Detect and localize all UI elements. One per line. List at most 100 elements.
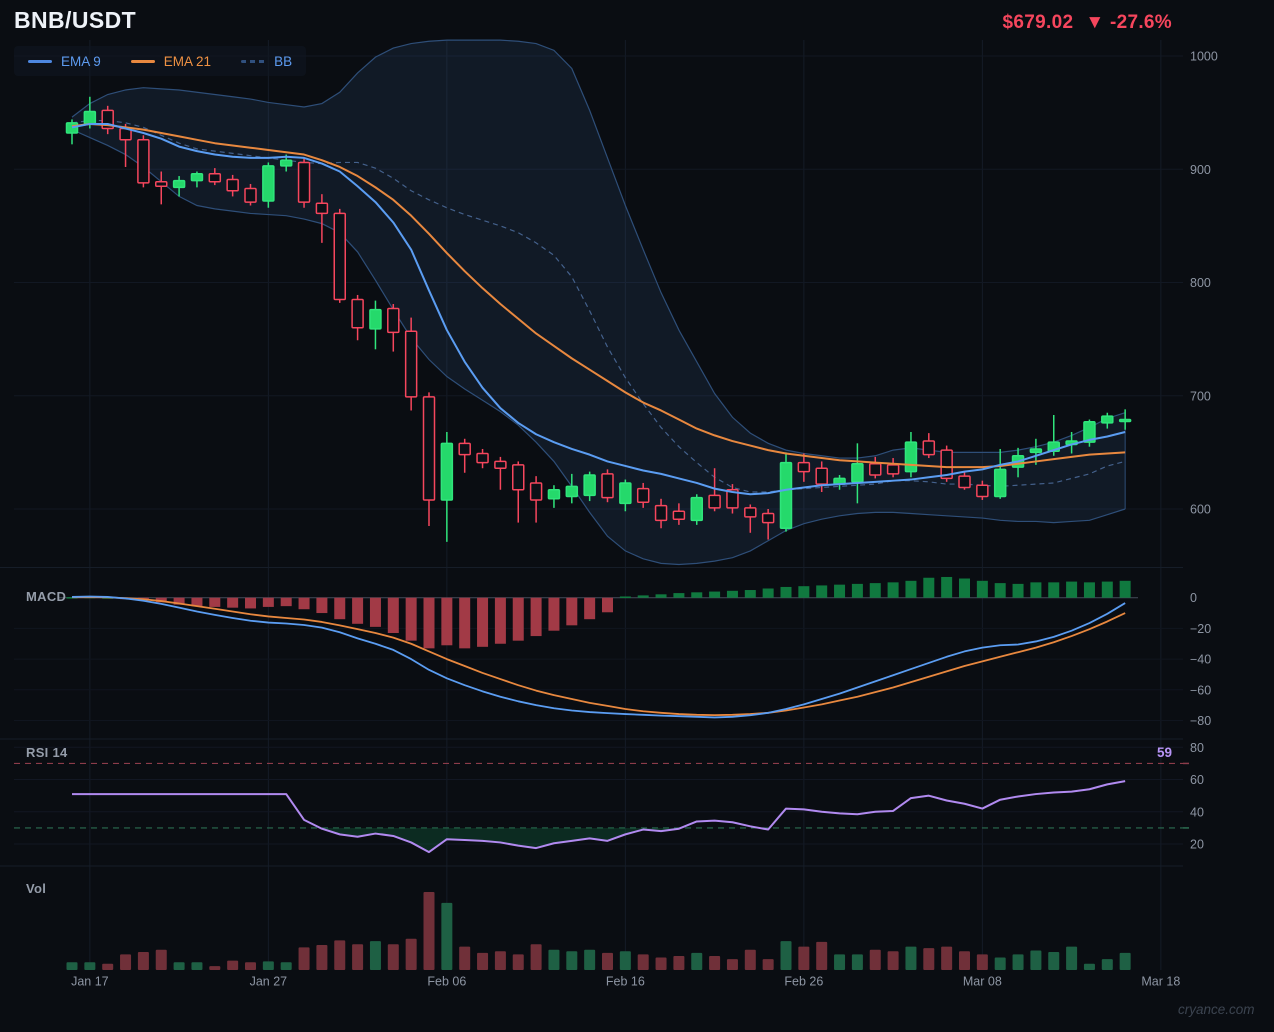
candlestick[interactable] <box>190 171 204 188</box>
macd-bar <box>959 578 970 598</box>
volume-bar <box>334 940 346 970</box>
candlestick[interactable] <box>262 162 275 208</box>
macd-panel[interactable] <box>14 576 1183 721</box>
candlestick[interactable] <box>601 469 614 503</box>
macd-bar <box>923 577 935 598</box>
macd-bar <box>227 597 239 608</box>
candlestick[interactable] <box>422 392 436 526</box>
volume-bar <box>923 948 935 970</box>
candlestick[interactable] <box>476 448 489 469</box>
candlestick[interactable] <box>333 208 346 303</box>
candlestick[interactable] <box>744 504 757 533</box>
candlestick[interactable] <box>494 456 507 490</box>
candlestick[interactable] <box>726 484 739 514</box>
candlestick[interactable] <box>1083 419 1096 447</box>
candlestick[interactable] <box>619 479 632 512</box>
candle-body <box>476 452 489 464</box>
macd-bar <box>245 597 256 609</box>
macd-bar <box>155 597 167 603</box>
date-axis-tick: Feb 06 <box>427 975 466 989</box>
candlestick[interactable] <box>208 168 222 186</box>
candlestick[interactable] <box>226 174 239 197</box>
candlestick[interactable] <box>779 452 793 532</box>
candlestick[interactable] <box>297 157 311 208</box>
candlestick[interactable] <box>690 494 703 525</box>
volume-bar <box>709 955 721 970</box>
volume-bar <box>1048 952 1060 970</box>
candlestick[interactable] <box>993 448 1007 499</box>
legend-item-bb[interactable]: BB <box>241 54 292 69</box>
candlestick[interactable] <box>458 438 471 473</box>
candlestick[interactable] <box>904 431 918 478</box>
ema21-swatch-icon <box>130 59 155 63</box>
candlestick[interactable] <box>512 461 525 523</box>
volume-bar <box>387 944 399 970</box>
price-panel[interactable] <box>65 39 1132 566</box>
candlestick[interactable] <box>529 476 543 523</box>
legend-item-ema21[interactable]: EMA 21 <box>130 54 211 69</box>
candlestick[interactable] <box>244 183 257 206</box>
candle-body <box>351 298 364 329</box>
rsi-axis-tick: 40 <box>1190 805 1204 819</box>
candle-body <box>244 187 257 203</box>
candle-body <box>958 475 971 489</box>
candlestick[interactable] <box>1118 409 1132 430</box>
macd-bar <box>905 580 917 598</box>
candlestick[interactable] <box>869 456 882 479</box>
candlestick[interactable] <box>583 471 596 502</box>
candlestick[interactable] <box>976 480 989 500</box>
candlestick[interactable] <box>440 431 454 542</box>
candlestick[interactable] <box>404 317 418 411</box>
volume-bar <box>227 960 239 970</box>
candlestick[interactable] <box>1101 412 1114 429</box>
candlestick[interactable] <box>761 509 775 540</box>
candlestick[interactable] <box>922 433 936 459</box>
candlestick[interactable] <box>958 471 971 490</box>
candlestick[interactable] <box>137 135 150 188</box>
macd-bar <box>477 597 489 647</box>
candlestick[interactable] <box>65 119 79 145</box>
candlestick[interactable] <box>654 498 668 529</box>
candlestick[interactable] <box>708 468 721 512</box>
volume-panel[interactable] <box>66 892 1131 970</box>
macd-bar <box>1030 582 1042 598</box>
candlestick[interactable] <box>547 485 561 508</box>
macd-bar <box>816 585 828 598</box>
candlestick[interactable] <box>387 304 400 352</box>
volume-bar <box>84 962 96 970</box>
candlestick[interactable] <box>797 453 811 482</box>
candlesticks[interactable] <box>65 96 1132 542</box>
candle-body <box>761 512 775 524</box>
candle-body <box>922 440 936 456</box>
candlestick[interactable] <box>565 473 579 504</box>
candlestick[interactable] <box>851 443 864 504</box>
rsi-oversold-fill <box>72 827 1126 853</box>
candlestick[interactable] <box>172 176 186 197</box>
macd-bar <box>976 580 988 598</box>
candlestick[interactable] <box>815 461 828 493</box>
candlestick[interactable] <box>886 458 900 478</box>
candlestick[interactable] <box>369 300 382 350</box>
volume-bar <box>726 959 738 970</box>
volume-bar <box>1066 946 1078 970</box>
candlestick[interactable] <box>672 503 686 525</box>
volume-bar <box>691 952 703 970</box>
candle-body <box>886 464 900 475</box>
candlestick[interactable] <box>315 194 329 243</box>
macd-bar <box>334 597 346 620</box>
volume-bar <box>120 954 132 970</box>
candlestick[interactable] <box>351 294 364 341</box>
volume-bar <box>655 957 667 970</box>
volume-bar <box>780 941 792 970</box>
rsi-panel[interactable] <box>14 746 1183 854</box>
candle-body <box>726 488 739 509</box>
volume-bar <box>280 962 292 970</box>
candle-body <box>583 474 596 497</box>
rsi-current-value: 59 <box>1156 745 1172 760</box>
macd-bar <box>726 590 738 598</box>
candlestick[interactable] <box>155 171 168 205</box>
candlestick[interactable] <box>636 482 650 508</box>
candle-body <box>369 308 382 330</box>
legend-item-ema9[interactable]: EMA 9 <box>28 54 101 69</box>
